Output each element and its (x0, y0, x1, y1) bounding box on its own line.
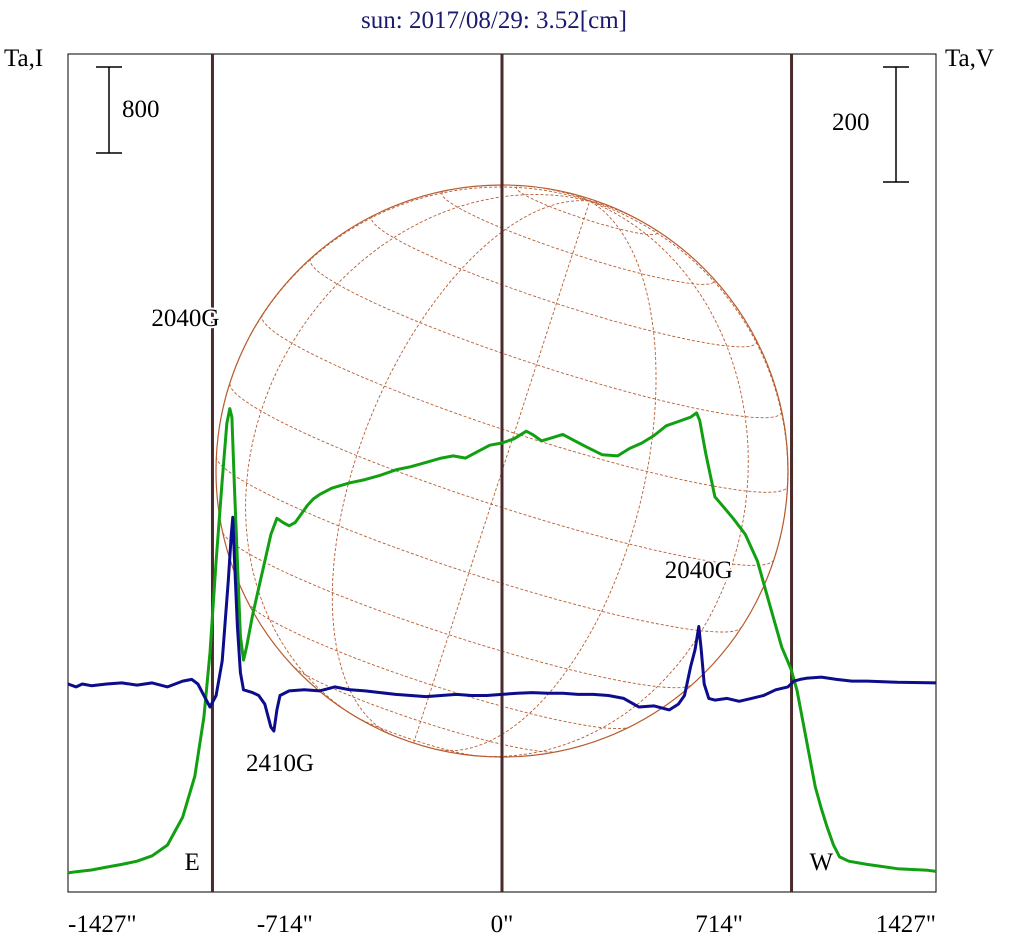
annotation-label: 2410G (246, 750, 314, 777)
polarization-series-line (67, 515, 937, 733)
x-tick-labels: -1427" -714" 0" 714" 1427" (68, 911, 936, 938)
right-scale-bar (883, 66, 909, 183)
longitude-line (589, 198, 591, 202)
latitude-line (441, 189, 715, 285)
x-tick-label: 0" (491, 911, 514, 938)
annotations: 2040G 2410G 2040G (149, 303, 734, 779)
longitude-line (435, 200, 657, 752)
longitude-line (219, 186, 590, 426)
longitude-line (589, 200, 650, 227)
longitude-line (589, 200, 612, 208)
x-tick-label: -714" (257, 911, 313, 938)
latitude-line (215, 456, 742, 633)
latitude-line (222, 532, 692, 689)
longitude-line (589, 200, 789, 601)
left-scale-bar-label: 800 (122, 96, 160, 123)
longitude-line (245, 194, 590, 723)
x-tick-label: 714" (695, 911, 743, 938)
annotation-label: 2040G (665, 557, 733, 584)
x-tick-label: -1427" (68, 911, 137, 938)
solar-disk-grid (215, 184, 789, 758)
latitude-line (371, 215, 757, 348)
x-tick-label: 1427" (876, 911, 936, 938)
left-scale-bar (96, 66, 122, 154)
longitude-line (331, 200, 590, 736)
longitude-line (568, 192, 590, 202)
latitude-line (247, 601, 631, 730)
longitude-line (413, 200, 591, 744)
right-scale-bar-label: 200 (832, 109, 870, 136)
right-axis-label: Ta,V (945, 45, 994, 72)
limb-label-e: E (184, 849, 199, 876)
longitude-line (527, 185, 590, 202)
longitude-line (464, 200, 749, 757)
series-lines (67, 407, 937, 875)
annotation-label: 2040G (151, 305, 219, 332)
chart-title: sun: 2017/08/29: 3.52[cm] (361, 7, 627, 34)
latitude-line (309, 258, 783, 419)
left-axis-label: Ta,I (4, 45, 43, 72)
intensity-series-line (67, 407, 937, 875)
limb-label-w: W (810, 849, 834, 876)
latitude-line (261, 314, 789, 493)
